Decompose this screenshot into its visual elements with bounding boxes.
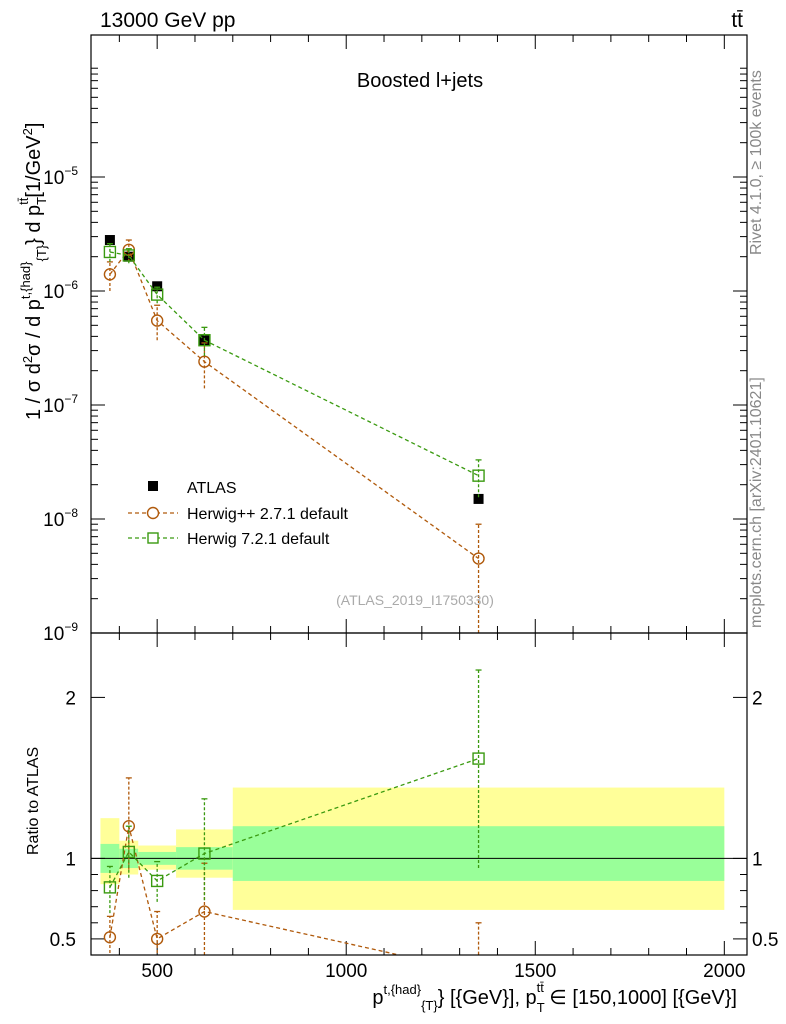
main-point-herwigpp bbox=[198, 355, 211, 368]
main-line-herwig7 bbox=[109, 251, 479, 477]
main-line-herwigpp bbox=[109, 248, 479, 560]
xtick-label: 1500 bbox=[514, 961, 556, 982]
ratio-point-herwigpp bbox=[198, 905, 211, 918]
legend-item-herwig7: Herwig 7.2.1 default bbox=[128, 531, 330, 548]
legend-herwigpp-label: Herwig++ 2.7.1 default bbox=[187, 506, 349, 523]
main-ytick-label: 10−5 bbox=[43, 164, 78, 189]
main-ylabel: 1 / σ d2σ / d pt,{had}{T}} d pTtt̄[1/GeV… bbox=[16, 123, 49, 420]
mcplots-label: mcplots.cern.ch [arXiv:2401.10621] bbox=[748, 377, 765, 628]
legend-herwig7-marker bbox=[147, 532, 159, 544]
main-point-atlas bbox=[473, 493, 484, 504]
xtick-label: 1000 bbox=[325, 961, 367, 982]
main-point-herwig7 bbox=[103, 245, 117, 259]
main-panel-series bbox=[103, 235, 485, 633]
main-point-herwigpp bbox=[103, 268, 117, 281]
ratio-ytick-label-right: 2 bbox=[752, 688, 763, 709]
main-panel-ticks: 10−9 10−8 10−7 10−6 10−5 bbox=[43, 35, 747, 645]
legend-item-atlas: ATLAS bbox=[148, 480, 237, 497]
legend-herwig7-label: Herwig 7.2.1 default bbox=[187, 531, 330, 548]
ratio-panel-series bbox=[103, 669, 485, 978]
ratio-point-herwig7 bbox=[472, 752, 485, 765]
header-right-title: tt̄ bbox=[731, 9, 743, 32]
main-point-herwig7 bbox=[198, 334, 211, 347]
ratio-point-herwig7 bbox=[122, 845, 136, 859]
main-point-herwig7 bbox=[472, 469, 485, 482]
legend-herwigpp-marker bbox=[146, 506, 160, 520]
ratio-panel-frame bbox=[90, 632, 748, 956]
ratio-clip-group bbox=[103, 669, 485, 978]
legend-item-herwigpp: Herwig++ 2.7.1 default bbox=[128, 506, 349, 523]
ratio-ylabel: Ratio to ATLAS bbox=[25, 747, 42, 855]
ratio-panel-bands bbox=[91, 787, 747, 910]
ratio-ytick-label: 2 bbox=[65, 688, 76, 709]
ratio-point-herwig7 bbox=[198, 847, 211, 860]
legend-atlas-marker bbox=[148, 481, 158, 491]
ratio-panel-ticks: 0.5 0.5 1 1 2 2 500 1000 1500 2000 bbox=[50, 633, 778, 982]
legend: ATLAS Herwig++ 2.7.1 default Herwig 7.2.… bbox=[128, 480, 349, 548]
main-ytick-label: 10−8 bbox=[43, 506, 78, 531]
ratio-ytick-label: 0.5 bbox=[50, 930, 76, 951]
ratio-ytick-label-right: 0.5 bbox=[752, 930, 778, 951]
ratio-point-herwig7 bbox=[103, 881, 117, 894]
main-point-herwig7 bbox=[150, 288, 164, 301]
ratio-point-herwig7 bbox=[150, 874, 164, 888]
rivet-label: Rivet 4.1.0, ≥ 100k events bbox=[748, 70, 765, 255]
main-point-atlas bbox=[152, 281, 163, 292]
header-left-title: 13000 GeV pp bbox=[100, 9, 235, 32]
xtick-label: 2000 bbox=[703, 961, 745, 982]
ratio-band-inner bbox=[232, 826, 725, 881]
main-ytick-label: 10−9 bbox=[43, 620, 78, 645]
main-ytick-label: 10−7 bbox=[43, 392, 78, 417]
main-point-herwigpp bbox=[472, 552, 485, 565]
main-ytick-label: 10−6 bbox=[43, 278, 78, 303]
analysis-label: (ATLAS_2019_I1750330) bbox=[336, 592, 494, 608]
chart-title: Boosted l+jets bbox=[357, 70, 483, 92]
ratio-point-herwigpp bbox=[150, 932, 164, 946]
main-point-atlas bbox=[104, 235, 115, 246]
xtick-label: 500 bbox=[141, 961, 173, 982]
main-point-herwig7 bbox=[122, 249, 136, 262]
ratio-point-herwigpp bbox=[103, 931, 117, 944]
legend-atlas-label: ATLAS bbox=[187, 480, 237, 497]
main-point-herwigpp bbox=[150, 314, 164, 327]
ratio-point-herwigpp bbox=[473, 967, 484, 978]
ratio-ytick-label-right: 1 bbox=[752, 849, 763, 870]
xlabel: pt,{had}{T}} [{GeV}], pTtt̄ ∈ [150,1000]… bbox=[372, 980, 737, 1015]
ratio-ytick-label: 1 bbox=[65, 849, 76, 870]
